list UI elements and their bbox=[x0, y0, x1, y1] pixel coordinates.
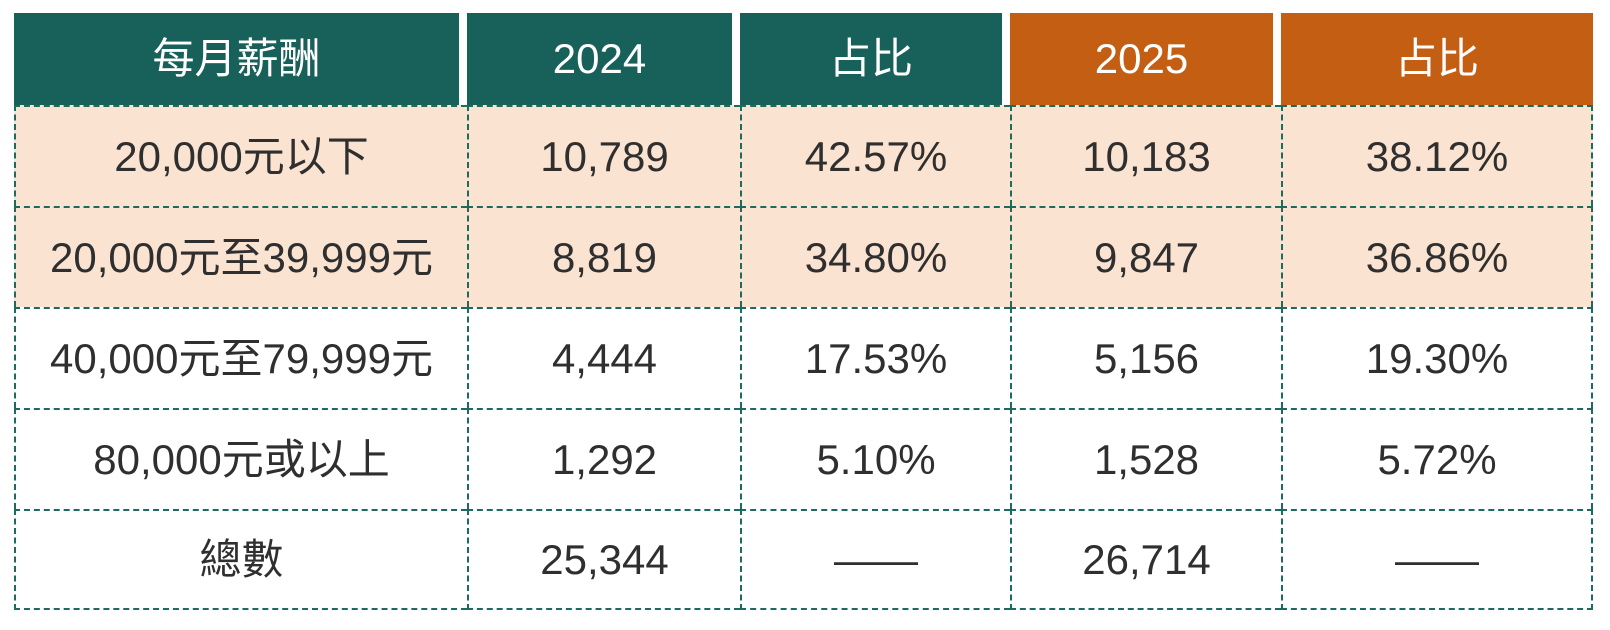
table-cell: 38.12% bbox=[1281, 105, 1593, 206]
table-cell-value: 20,000元至39,999元 bbox=[50, 233, 433, 281]
table-cell: 1,528 bbox=[1010, 408, 1281, 509]
table-cell: 36.86% bbox=[1281, 206, 1593, 307]
table-cell-value: —— bbox=[1395, 535, 1479, 583]
column-header-cell: 2024 bbox=[467, 13, 740, 105]
table-cell-value: 38.12% bbox=[1365, 132, 1509, 180]
table-cell-value: 17.53% bbox=[804, 334, 948, 382]
table-cell: 5,156 bbox=[1010, 307, 1281, 408]
table-cell: 10,183 bbox=[1010, 105, 1281, 206]
table-cell: 80,000元或以上 bbox=[14, 408, 467, 509]
column-header-label: 占比 bbox=[1394, 35, 1479, 82]
table-cell-value: 20,000元以下 bbox=[114, 132, 369, 180]
table-cell: 20,000元以下 bbox=[14, 105, 467, 206]
table-cell-value: —— bbox=[834, 535, 918, 583]
table-cell: 25,344 bbox=[467, 509, 740, 610]
column-header-cell: 占比 bbox=[740, 13, 1010, 105]
table-cell-value: 4,444 bbox=[551, 334, 658, 382]
table-cell-value: 36.86% bbox=[1365, 233, 1509, 281]
table-cell-value: 26,714 bbox=[1082, 535, 1211, 583]
table-cell: 8,819 bbox=[467, 206, 740, 307]
table-cell-value: 42.57% bbox=[804, 132, 948, 180]
table-cell: 4,444 bbox=[467, 307, 740, 408]
column-header-label: 每月薪酬 bbox=[152, 35, 321, 82]
column-header-cell: 每月薪酬 bbox=[14, 13, 467, 105]
column-header-label: 2024 bbox=[552, 35, 647, 82]
table-cell: 26,714 bbox=[1010, 509, 1281, 610]
monthly-salary-table: 每月薪酬 2024 占比 2025 占比 20,000元以下 10,789 42… bbox=[14, 13, 1593, 610]
table-cell-value: 80,000元或以上 bbox=[93, 435, 390, 483]
table-cell-value: 10,789 bbox=[540, 132, 669, 180]
table-cell-value: 10,183 bbox=[1082, 132, 1211, 180]
table-cell: 5.72% bbox=[1281, 408, 1593, 509]
table-cell: 1,292 bbox=[467, 408, 740, 509]
table-cell: —— bbox=[740, 509, 1010, 610]
table-cell-value: 9,847 bbox=[1093, 233, 1200, 281]
table-cell: 5.10% bbox=[740, 408, 1010, 509]
table-cell: 34.80% bbox=[740, 206, 1010, 307]
column-header-cell: 占比 bbox=[1281, 13, 1593, 105]
table-cell-value: 8,819 bbox=[551, 233, 658, 281]
table-cell-value: 40,000元至79,999元 bbox=[50, 334, 433, 382]
table-cell: 20,000元至39,999元 bbox=[14, 206, 467, 307]
table-cell: 9,847 bbox=[1010, 206, 1281, 307]
table-cell-value: 1,528 bbox=[1093, 435, 1200, 483]
table-cell: 總數 bbox=[14, 509, 467, 610]
table-cell-value: 1,292 bbox=[551, 435, 658, 483]
table-cell: —— bbox=[1281, 509, 1593, 610]
column-header-cell: 2025 bbox=[1010, 13, 1281, 105]
table-cell-value: 5.72% bbox=[1377, 435, 1497, 483]
table-cell-value: 19.30% bbox=[1365, 334, 1509, 382]
column-header-label: 2025 bbox=[1094, 35, 1189, 82]
table-cell-value: 總數 bbox=[199, 535, 284, 583]
table-cell: 42.57% bbox=[740, 105, 1010, 206]
table-cell: 10,789 bbox=[467, 105, 740, 206]
table-cell-value: 5,156 bbox=[1093, 334, 1200, 382]
table-cell-value: 5.10% bbox=[816, 435, 936, 483]
table-cell: 40,000元至79,999元 bbox=[14, 307, 467, 408]
table-cell: 17.53% bbox=[740, 307, 1010, 408]
column-header-label: 占比 bbox=[828, 35, 913, 82]
table-cell-value: 34.80% bbox=[804, 233, 948, 281]
table-cell: 19.30% bbox=[1281, 307, 1593, 408]
table-cell-value: 25,344 bbox=[540, 535, 669, 583]
